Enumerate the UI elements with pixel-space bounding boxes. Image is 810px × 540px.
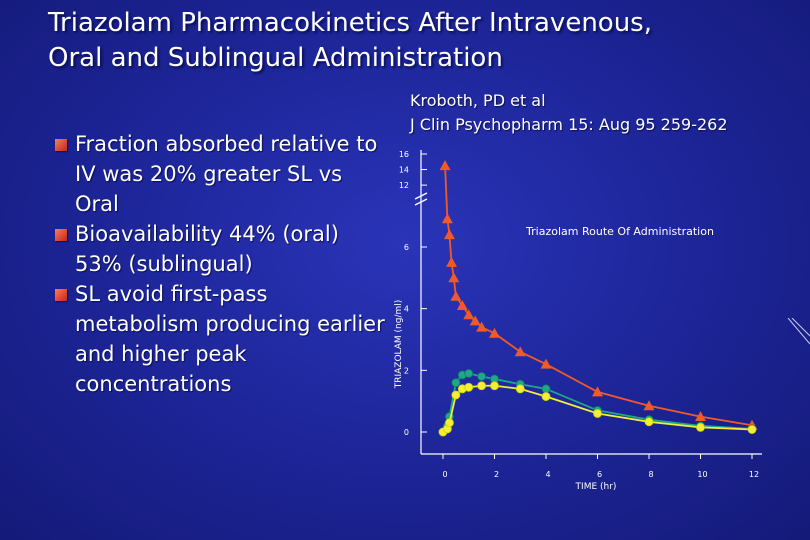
- x-tick-label: 0: [442, 470, 447, 479]
- y-axis-break-mark: [414, 198, 428, 206]
- citation-authors: Kroboth, PD et al: [410, 91, 546, 110]
- data-point-circle: [445, 418, 454, 428]
- data-point-circle: [464, 369, 474, 378]
- data-point-triangle: [695, 411, 706, 421]
- y-tick-label: 12: [399, 181, 409, 190]
- data-point-circle: [593, 409, 602, 418]
- series-line: [442, 384, 753, 433]
- x-tick-label: 6: [597, 470, 602, 479]
- y-tick-label: 4: [404, 305, 409, 314]
- bullet-text: Fraction absorbed relative to IV was 20%…: [75, 132, 378, 216]
- data-point-triangle: [643, 400, 655, 411]
- x-axis-title: TIME (hr): [575, 482, 617, 492]
- data-point-triangle: [592, 386, 603, 397]
- data-point-triangle: [489, 327, 500, 338]
- data-point-circle: [515, 384, 525, 394]
- y-tick-label: 16: [399, 150, 409, 159]
- data-point-triangle: [456, 300, 468, 310]
- red-square-bullet-icon: [55, 229, 67, 241]
- y-tick-label: 0: [404, 428, 409, 437]
- x-tick-label: 10: [697, 470, 707, 479]
- data-point-triangle: [469, 315, 481, 326]
- data-point-triangle: [463, 309, 475, 320]
- bullet-item: Fraction absorbed relative to IV was 20%…: [55, 129, 385, 219]
- bullet-list: Fraction absorbed relative to IV was 20%…: [55, 129, 385, 399]
- slide-title-line-2: Oral and Sublingual Administration: [48, 43, 503, 73]
- slide-title-line-1: Triazolam Pharmacokinetics After Intrave…: [48, 8, 652, 38]
- data-point-triangle: [441, 213, 453, 224]
- bullet-text: SL avoid first-pass metabolism producing…: [75, 282, 385, 396]
- series-line: [442, 372, 753, 433]
- citation: Kroboth, PD et al J Clin Psychopharm 15:…: [410, 89, 728, 137]
- data-point-circle: [490, 381, 499, 391]
- bullet-item: SL avoid first-pass metabolism producing…: [55, 279, 385, 399]
- data-point-circle: [696, 422, 705, 432]
- y-tick-label: 14: [399, 166, 409, 175]
- data-point-triangle: [448, 272, 460, 283]
- red-square-bullet-icon: [55, 289, 67, 301]
- data-point-circle: [464, 382, 474, 392]
- y-axis-break-mark: [414, 192, 428, 200]
- x-tick-label: 12: [749, 470, 759, 479]
- data-point-circle: [477, 372, 487, 381]
- bullet-item: Bioavailability 44% (oral) 53% (sublingu…: [55, 219, 385, 279]
- data-point-triangle: [450, 290, 462, 301]
- data-point-triangle: [476, 321, 488, 332]
- data-point-triangle: [439, 160, 451, 171]
- data-point-triangle: [445, 256, 457, 267]
- data-point-circle: [541, 392, 551, 401]
- data-point-triangle: [443, 229, 455, 240]
- slide-title: Triazolam Pharmacokinetics After Intrave…: [48, 6, 652, 76]
- data-point-triangle: [540, 358, 552, 369]
- data-point-circle: [451, 378, 461, 388]
- x-tick-label: 2: [494, 470, 499, 479]
- y-tick-label: 2: [404, 366, 409, 375]
- y-tick-label: 6: [404, 243, 409, 252]
- data-point-circle: [644, 417, 654, 427]
- citation-journal: J Clin Psychopharm 15: Aug 95 259-262: [410, 115, 728, 134]
- bullet-text: Bioavailability 44% (oral) 53% (sublingu…: [75, 222, 339, 276]
- x-tick-label: 8: [648, 470, 653, 479]
- y-axis-title: TRIAZOLAM (ng/ml): [394, 300, 404, 390]
- data-point-circle: [477, 381, 487, 391]
- data-point-circle: [541, 384, 551, 394]
- x-tick-label: 4: [545, 470, 550, 479]
- data-point-circle: [451, 390, 461, 400]
- red-square-bullet-icon: [55, 139, 67, 151]
- chart-title: Triazolam Route Of Administration: [525, 225, 714, 238]
- data-point-triangle: [514, 346, 526, 357]
- data-point-circle: [747, 425, 757, 434]
- decorative-line: [787, 318, 810, 345]
